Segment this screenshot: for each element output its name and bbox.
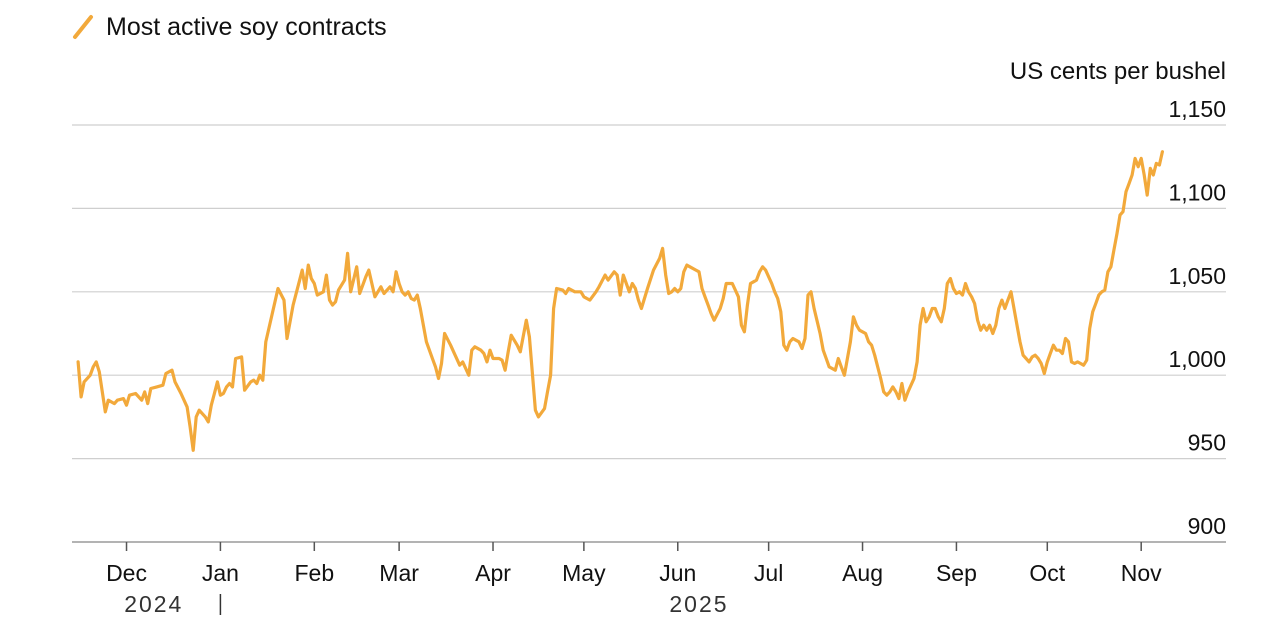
x-tick-label-nov: Nov <box>1121 560 1162 586</box>
y-tick-label-1150: 1,150 <box>1168 96 1226 122</box>
x-tick-label-aug: Aug <box>842 560 883 586</box>
x-tick-label-jan: Jan <box>202 560 239 586</box>
legend-line-icon <box>73 15 93 39</box>
year-label-2025: 2025 <box>669 591 728 617</box>
x-tick-label-dec: Dec <box>106 560 147 586</box>
y-tick-label-1100: 1,100 <box>1168 179 1226 205</box>
series-line-0 <box>76 150 1164 452</box>
y-axis-label: US cents per bushel <box>1009 58 1226 85</box>
y-tick-label-950: 950 <box>1188 430 1226 456</box>
year-label-2024: 2024 <box>124 591 183 617</box>
y-tick-label-900: 900 <box>1188 513 1226 539</box>
x-tick-label-mar: Mar <box>379 560 419 586</box>
chart-legend: Most active soy contracts <box>72 10 387 44</box>
x-tick-label-jun: Jun <box>659 560 696 586</box>
y-tick-label-1000: 1,000 <box>1168 346 1226 372</box>
x-tick-label-may: May <box>562 560 606 586</box>
x-tick-label-sep: Sep <box>936 560 977 586</box>
y-tick-label-1050: 1,050 <box>1168 263 1226 289</box>
x-tick-label-oct: Oct <box>1029 560 1065 586</box>
x-tick-label-apr: Apr <box>475 560 511 586</box>
x-tick-label-jul: Jul <box>754 560 783 586</box>
legend-label: Most active soy contracts <box>106 12 387 41</box>
x-tick-label-feb: Feb <box>294 560 334 586</box>
